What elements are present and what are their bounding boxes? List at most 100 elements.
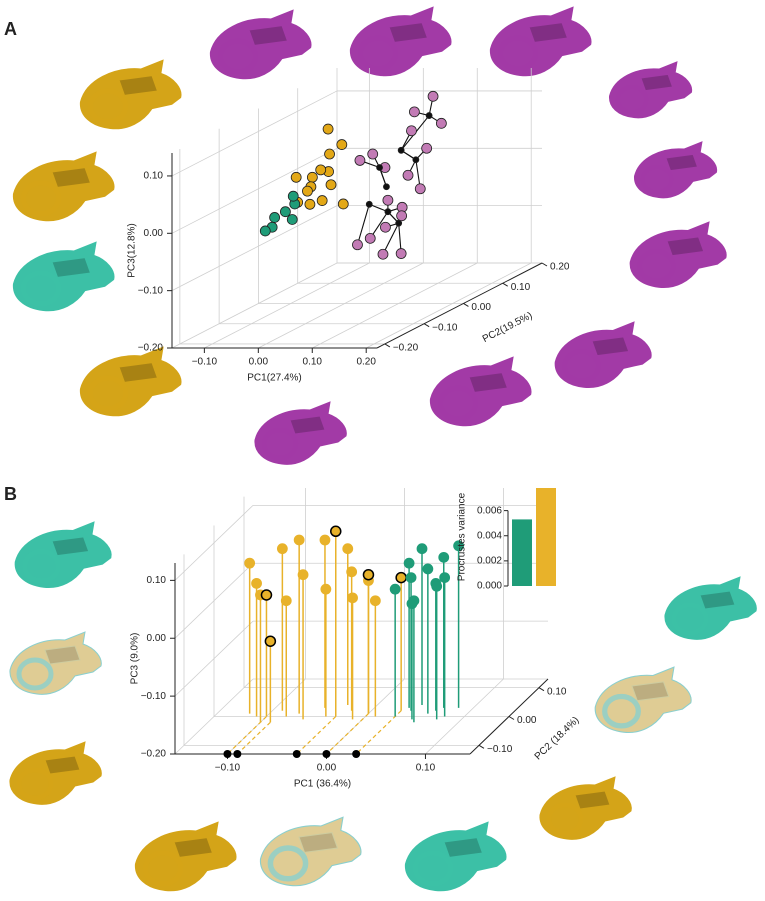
point [438, 551, 450, 563]
point [364, 232, 376, 244]
x-axis-label: PC1(27.4%) [247, 373, 301, 384]
y-tick-label: −0.10 [432, 322, 458, 333]
tick [502, 282, 508, 287]
point [396, 210, 408, 222]
y-tick-label: 0.10 [547, 686, 567, 697]
point [260, 589, 273, 601]
z-tick-label: −0.20 [138, 343, 164, 354]
x-tick-label: 0.10 [303, 357, 323, 368]
point [287, 190, 299, 202]
projected-point [292, 750, 301, 758]
y-tick-label: 0.006 [477, 505, 502, 516]
plot-3d: −0.10 0.00 0.10 0.10 0.00 −0.10 −0.20 −0.10 0.00… [130, 488, 582, 790]
tick [423, 323, 430, 328]
point [286, 214, 298, 225]
point [315, 164, 327, 176]
point [354, 155, 366, 166]
y-axis-label: Procrustes variance [457, 492, 468, 581]
point [403, 557, 415, 569]
projected-point [352, 750, 361, 758]
grid-line [171, 205, 338, 292]
x-tick-label: 0.00 [317, 763, 337, 774]
x-tick-label: 0.10 [416, 763, 436, 774]
point [251, 577, 262, 589]
point [395, 571, 407, 584]
point [416, 543, 428, 555]
x-tick-label: 0.20 [356, 357, 376, 368]
point [408, 595, 420, 607]
point [414, 183, 426, 195]
grid-line [174, 678, 254, 755]
z-tick-label: 0.00 [147, 633, 167, 644]
point [365, 200, 373, 208]
floor-projection [326, 713, 369, 755]
point [384, 208, 392, 216]
point [425, 112, 433, 119]
z-tick-label: 0.10 [147, 575, 167, 586]
y-axis-label: PC2(19.5%) [481, 310, 534, 345]
y-axis [376, 262, 543, 349]
grid-line [171, 147, 338, 234]
grid-line [171, 262, 338, 349]
point [369, 595, 381, 607]
point [280, 595, 292, 607]
point [405, 572, 417, 584]
bar [512, 519, 532, 586]
point [421, 142, 433, 154]
point [389, 583, 401, 595]
point [316, 195, 328, 206]
tick [478, 744, 485, 749]
projected-point [233, 750, 242, 758]
y-tick-label: 0.00 [517, 715, 537, 726]
point [330, 525, 342, 538]
tick [463, 303, 469, 307]
grid-line [366, 262, 532, 349]
panel-label: A [4, 19, 17, 39]
tick [508, 716, 515, 720]
panel-label: B [4, 484, 17, 504]
y-tick-label: 0.10 [511, 282, 531, 293]
point [297, 569, 309, 581]
point [395, 248, 407, 259]
point [435, 117, 447, 129]
point [376, 164, 383, 171]
point [427, 90, 439, 102]
z-tick-label: −0.20 [141, 749, 167, 760]
point [324, 148, 335, 160]
x-tick-label: 0.00 [249, 357, 269, 368]
point [319, 534, 331, 546]
x-tick-label: −0.10 [215, 763, 241, 774]
point [337, 198, 349, 210]
point [453, 540, 465, 552]
grid-line [174, 562, 254, 639]
point [352, 239, 363, 251]
grid-line [171, 90, 338, 177]
y-tick-label: 0.000 [477, 581, 502, 592]
point [264, 635, 277, 647]
point [383, 183, 390, 191]
grid-line [174, 620, 254, 697]
floor-projection [227, 716, 267, 755]
y-axis-label: PC2 (18.4%) [533, 715, 582, 763]
point [406, 125, 417, 137]
point [347, 592, 358, 604]
skull-renders [10, 7, 756, 891]
point [342, 543, 354, 555]
y-tick-label: 0.20 [550, 262, 570, 273]
point [397, 146, 405, 154]
bar [536, 488, 556, 586]
z-tick-label: −0.10 [138, 285, 164, 296]
floor-projection [236, 721, 271, 755]
z-tick-label: −0.10 [141, 691, 167, 702]
point [382, 194, 394, 206]
point [362, 568, 375, 581]
point [402, 169, 414, 181]
point [306, 171, 318, 183]
link [382, 222, 400, 255]
point [346, 566, 358, 578]
point [302, 185, 313, 197]
tick [541, 262, 548, 267]
grid-line [204, 262, 370, 349]
x-tick-label: −0.10 [192, 357, 218, 368]
